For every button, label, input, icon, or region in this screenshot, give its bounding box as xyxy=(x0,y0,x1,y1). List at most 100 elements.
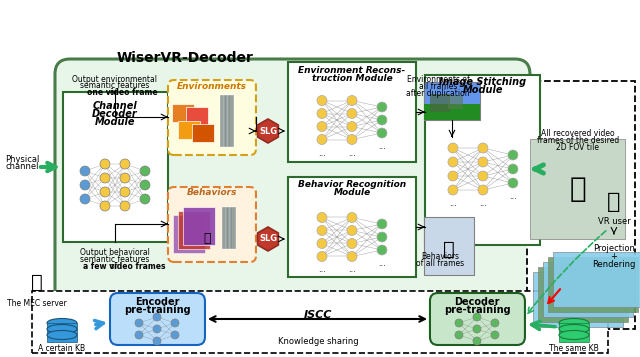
Circle shape xyxy=(120,201,130,211)
Text: ...: ... xyxy=(449,199,457,208)
FancyBboxPatch shape xyxy=(110,293,205,345)
Text: Environments: Environments xyxy=(177,81,247,91)
Text: 📡: 📡 xyxy=(31,272,43,291)
FancyBboxPatch shape xyxy=(288,177,416,277)
Circle shape xyxy=(317,96,327,106)
Circle shape xyxy=(171,319,179,327)
Circle shape xyxy=(171,331,179,339)
FancyBboxPatch shape xyxy=(527,81,635,329)
Circle shape xyxy=(508,164,518,174)
Circle shape xyxy=(448,143,458,153)
Text: ...: ... xyxy=(318,149,326,157)
Circle shape xyxy=(347,96,357,106)
Bar xyxy=(224,95,230,147)
Text: pre-training: pre-training xyxy=(444,305,510,315)
Text: after duplication: after duplication xyxy=(406,89,470,97)
Text: ...: ... xyxy=(378,142,386,151)
Circle shape xyxy=(377,245,387,255)
Circle shape xyxy=(140,194,150,204)
Ellipse shape xyxy=(559,331,589,340)
Bar xyxy=(192,124,214,142)
Circle shape xyxy=(448,157,458,167)
Circle shape xyxy=(478,157,488,167)
Circle shape xyxy=(347,121,357,131)
Circle shape xyxy=(377,115,387,125)
Text: The MEC server: The MEC server xyxy=(7,300,67,308)
Bar xyxy=(230,207,236,249)
Bar xyxy=(533,272,623,327)
Circle shape xyxy=(347,226,357,236)
Text: of all frames: of all frames xyxy=(416,260,464,268)
Circle shape xyxy=(508,178,518,188)
Bar xyxy=(222,207,228,249)
Bar xyxy=(430,94,450,112)
FancyBboxPatch shape xyxy=(430,293,525,345)
Text: Physical: Physical xyxy=(5,155,39,164)
Text: Rendering: Rendering xyxy=(592,261,636,270)
FancyBboxPatch shape xyxy=(425,75,540,245)
Text: ...: ... xyxy=(348,149,356,157)
Text: ...: ... xyxy=(318,266,326,275)
Text: Module: Module xyxy=(333,188,371,197)
Bar xyxy=(424,82,480,120)
Text: Behaviors: Behaviors xyxy=(421,252,459,261)
Bar xyxy=(172,104,194,122)
Text: All recovered video: All recovered video xyxy=(541,129,615,137)
Circle shape xyxy=(317,109,327,119)
Text: pre-training: pre-training xyxy=(124,305,190,315)
Text: SLG: SLG xyxy=(259,235,277,243)
Text: Output behavioral: Output behavioral xyxy=(80,248,150,257)
Circle shape xyxy=(153,313,161,321)
Bar xyxy=(553,252,640,307)
Bar xyxy=(220,95,226,147)
Text: ...: ... xyxy=(378,259,386,268)
Circle shape xyxy=(120,159,130,169)
Circle shape xyxy=(377,128,387,138)
Bar xyxy=(559,323,589,342)
Circle shape xyxy=(135,319,143,327)
Circle shape xyxy=(478,185,488,195)
Text: semantic features: semantic features xyxy=(80,81,150,90)
Circle shape xyxy=(317,238,327,248)
Circle shape xyxy=(100,201,110,211)
Text: Behavior Recognition: Behavior Recognition xyxy=(298,181,406,190)
Ellipse shape xyxy=(559,325,589,333)
Polygon shape xyxy=(257,119,278,143)
Text: Module: Module xyxy=(463,85,503,95)
Circle shape xyxy=(153,337,161,345)
Text: channel: channel xyxy=(5,161,39,171)
Bar xyxy=(226,207,232,249)
FancyBboxPatch shape xyxy=(63,92,168,242)
Circle shape xyxy=(347,135,357,145)
Circle shape xyxy=(135,331,143,339)
Circle shape xyxy=(448,171,458,181)
Bar xyxy=(424,104,480,120)
Text: Channel: Channel xyxy=(93,101,138,111)
Circle shape xyxy=(317,135,327,145)
Text: ...: ... xyxy=(479,199,487,208)
Text: semantic features: semantic features xyxy=(80,256,150,265)
Circle shape xyxy=(80,180,90,190)
Circle shape xyxy=(100,173,110,183)
Circle shape xyxy=(448,185,458,195)
Text: Image Stitching: Image Stitching xyxy=(440,77,527,87)
Circle shape xyxy=(140,166,150,176)
Text: frames of the desired: frames of the desired xyxy=(537,136,619,145)
Circle shape xyxy=(80,166,90,176)
Circle shape xyxy=(153,325,161,333)
Text: truction Module: truction Module xyxy=(312,74,392,82)
Bar xyxy=(543,262,633,317)
Circle shape xyxy=(80,194,90,204)
Circle shape xyxy=(377,232,387,242)
Bar xyxy=(47,323,77,342)
Bar xyxy=(228,95,234,147)
Text: Environments of: Environments of xyxy=(406,75,469,84)
Circle shape xyxy=(491,331,499,339)
Text: ...: ... xyxy=(348,266,356,275)
Bar xyxy=(548,257,638,312)
Circle shape xyxy=(140,180,150,190)
Circle shape xyxy=(120,173,130,183)
Text: WiserVR-Decoder: WiserVR-Decoder xyxy=(116,51,253,65)
Circle shape xyxy=(347,212,357,222)
Circle shape xyxy=(347,109,357,119)
